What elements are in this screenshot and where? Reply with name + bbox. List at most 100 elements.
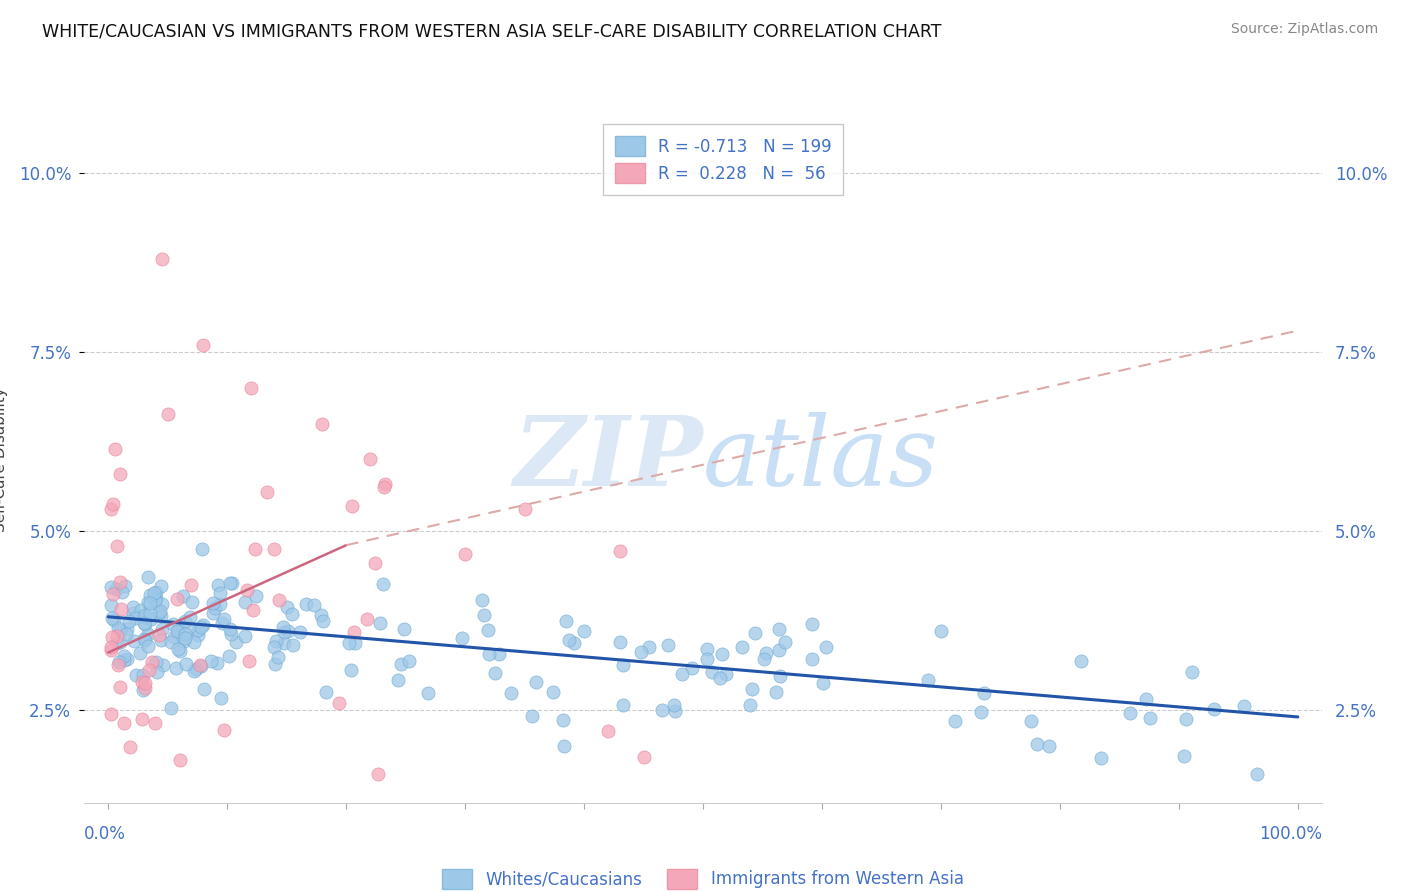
Point xyxy=(201,596,224,610)
Point xyxy=(169,753,191,767)
Point xyxy=(138,663,160,677)
Point xyxy=(139,612,162,626)
Point xyxy=(211,615,233,630)
Point xyxy=(100,598,122,612)
Point xyxy=(136,639,159,653)
Point xyxy=(520,709,543,723)
Point xyxy=(150,622,173,636)
Point xyxy=(716,667,738,681)
Point xyxy=(173,627,195,641)
Point xyxy=(101,611,124,625)
Point xyxy=(131,683,153,698)
Point xyxy=(139,607,162,621)
Point xyxy=(132,632,155,646)
Point xyxy=(166,624,188,638)
Point xyxy=(245,590,267,604)
Point xyxy=(637,640,659,655)
Point xyxy=(472,608,495,623)
Point xyxy=(173,633,195,648)
Point xyxy=(662,698,685,713)
Point xyxy=(1173,749,1195,764)
Point xyxy=(1026,737,1049,751)
Point xyxy=(488,648,510,662)
Point xyxy=(295,597,318,611)
Point xyxy=(744,626,766,640)
Point xyxy=(768,669,790,683)
Point xyxy=(181,594,204,608)
Point xyxy=(169,618,191,632)
Point xyxy=(108,467,131,481)
Point xyxy=(269,592,291,607)
Point xyxy=(187,624,209,638)
Point xyxy=(765,685,787,699)
Point xyxy=(242,603,264,617)
Point xyxy=(801,616,824,631)
Point xyxy=(235,629,257,643)
Text: 0.0%: 0.0% xyxy=(84,825,127,843)
Point xyxy=(209,585,232,599)
Point xyxy=(101,498,124,512)
Point xyxy=(184,662,207,676)
Point xyxy=(273,624,295,639)
Point xyxy=(205,656,228,670)
Point xyxy=(103,613,125,627)
Point xyxy=(145,592,167,607)
Text: atlas: atlas xyxy=(703,412,939,507)
Point xyxy=(136,570,159,584)
Point xyxy=(1038,739,1060,753)
Point xyxy=(118,614,141,628)
Point xyxy=(169,644,191,658)
Point xyxy=(280,607,302,622)
Point xyxy=(609,543,631,558)
Point xyxy=(277,624,299,639)
Point xyxy=(312,614,335,628)
Point xyxy=(110,574,132,589)
Point xyxy=(134,616,156,631)
Point xyxy=(149,608,172,623)
Point xyxy=(115,652,138,666)
Point xyxy=(752,652,775,666)
Point xyxy=(107,621,129,635)
Point xyxy=(172,589,194,603)
Point xyxy=(118,739,141,754)
Point xyxy=(263,657,285,671)
Point xyxy=(700,665,723,680)
Point xyxy=(263,640,285,654)
Point xyxy=(183,664,205,678)
Point xyxy=(768,623,790,637)
Point xyxy=(311,417,333,431)
Point xyxy=(103,587,125,601)
Point xyxy=(612,698,634,713)
Point xyxy=(190,658,212,673)
Point xyxy=(554,615,576,629)
Point xyxy=(392,623,415,637)
Point xyxy=(315,685,337,699)
Point xyxy=(131,712,153,726)
Point xyxy=(214,612,236,626)
Point xyxy=(271,620,294,634)
Point xyxy=(1139,711,1161,725)
Point xyxy=(266,634,288,648)
Point xyxy=(219,575,242,590)
Point xyxy=(166,592,188,607)
Point xyxy=(124,634,146,648)
Point xyxy=(768,642,790,657)
Point xyxy=(191,618,214,632)
Point xyxy=(371,577,394,591)
Point xyxy=(801,652,824,666)
Y-axis label: Self-Care Disability: Self-Care Disability xyxy=(0,387,7,532)
Point xyxy=(245,541,267,556)
Point xyxy=(108,655,131,669)
Point xyxy=(100,642,122,657)
Point xyxy=(657,639,679,653)
Point xyxy=(359,452,381,467)
Point xyxy=(478,647,501,661)
Point xyxy=(143,716,166,731)
Point xyxy=(562,636,585,650)
Point xyxy=(177,620,200,634)
Point xyxy=(162,616,184,631)
Point xyxy=(373,477,395,491)
Point xyxy=(121,599,143,614)
Point xyxy=(132,668,155,682)
Point xyxy=(233,595,256,609)
